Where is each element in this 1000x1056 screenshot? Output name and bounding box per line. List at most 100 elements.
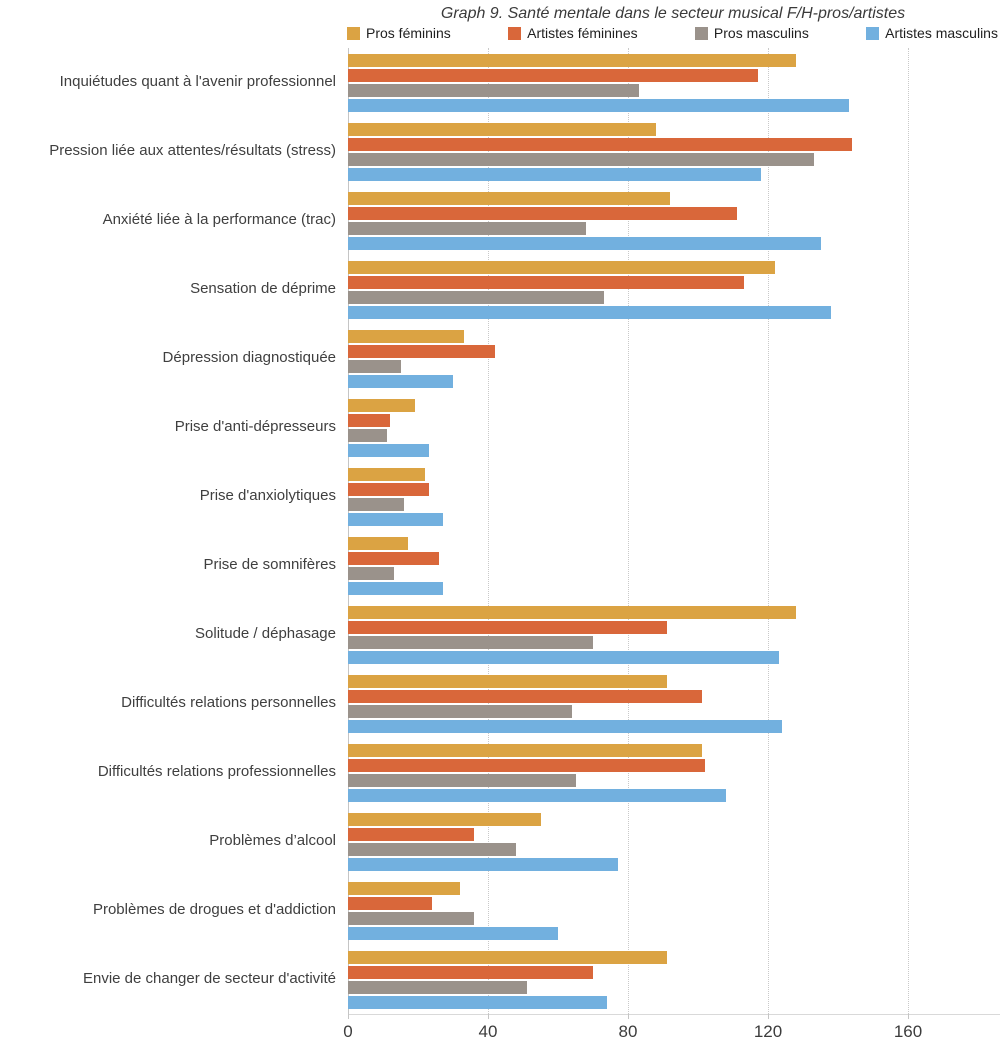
bar	[348, 329, 464, 343]
x-tick-label: 40	[478, 1022, 498, 1041]
bar	[348, 620, 667, 634]
bar	[348, 689, 702, 703]
bar-group	[348, 807, 1000, 876]
bar	[348, 842, 516, 856]
bar	[348, 467, 425, 481]
legend-label: Artistes masculins	[885, 25, 998, 41]
category-row: Pression liée aux attentes/résultats (st…	[0, 117, 1000, 186]
gridline	[908, 48, 909, 1014]
bar	[348, 359, 401, 373]
bar	[348, 926, 558, 940]
bar	[348, 812, 541, 826]
legend-label: Artistes féminines	[527, 25, 638, 41]
bar-group	[348, 738, 1000, 807]
category-label: Sensation de déprime	[190, 280, 336, 298]
bar	[348, 206, 737, 220]
category-row: Problèmes d’alcool	[0, 807, 1000, 876]
x-tick-label: 120	[753, 1022, 783, 1041]
category-row: Prise d'anxiolytiques	[0, 462, 1000, 531]
category-row: Envie de changer de secteur d'activité	[0, 945, 1000, 1014]
bar	[348, 704, 572, 718]
category-label: Inquiétudes quant à l'avenir professionn…	[59, 73, 336, 91]
bar-group	[348, 876, 1000, 945]
legend-item: Artistes masculins	[866, 25, 998, 41]
x-tick	[628, 1014, 629, 1019]
bar	[348, 674, 667, 688]
bar-group	[348, 393, 1000, 462]
bar	[348, 512, 443, 526]
category-row: Problèmes de drogues et d'addiction	[0, 876, 1000, 945]
category-row: Difficultés relations professionnelles	[0, 738, 1000, 807]
bar-group	[348, 531, 1000, 600]
category-row: Difficultés relations personnelles	[0, 669, 1000, 738]
bar	[348, 881, 460, 895]
category-row: Anxiété liée à la performance (trac)	[0, 186, 1000, 255]
gridlines	[348, 48, 1000, 1014]
bar-group	[348, 117, 1000, 186]
legend-label: Pros masculins	[713, 25, 809, 41]
bar	[348, 191, 670, 205]
plot-area: Inquiétudes quant à l'avenir professionn…	[0, 48, 1000, 1014]
category-row: Prise de somnifères	[0, 531, 1000, 600]
category-row: Sensation de déprime	[0, 255, 1000, 324]
bar	[348, 581, 443, 595]
bar	[348, 566, 394, 580]
x-tick-label: 160	[893, 1022, 923, 1041]
category-label: Problèmes d’alcool	[209, 832, 336, 850]
bar	[348, 305, 831, 319]
category-label: Difficultés relations professionnelles	[97, 763, 336, 781]
bar	[348, 344, 495, 358]
bar	[348, 443, 429, 457]
bar	[348, 167, 761, 181]
x-tick-label: 80	[618, 1022, 638, 1041]
x-tick	[908, 1014, 909, 1019]
bar	[348, 773, 576, 787]
x-tick	[348, 1014, 349, 1019]
category-label: Anxiété liée à la performance (trac)	[102, 211, 336, 229]
bar	[348, 275, 744, 289]
y-axis-line	[348, 48, 349, 1014]
gridline	[628, 48, 629, 1014]
bar	[348, 857, 618, 871]
gridline	[488, 48, 489, 1014]
bar	[348, 758, 705, 772]
category-label: Difficultés relations personnelles	[121, 694, 336, 712]
bar	[348, 83, 639, 97]
bar	[348, 137, 852, 151]
legend-swatch	[347, 26, 360, 40]
bar	[348, 68, 758, 82]
bar-group	[348, 48, 1000, 117]
category-label: Solitude / déphasage	[195, 625, 336, 643]
bar-group	[348, 324, 1000, 393]
bar	[348, 896, 432, 910]
bar	[348, 98, 849, 112]
bar-group	[348, 945, 1000, 1014]
legend-item: Artistes féminines	[508, 25, 638, 41]
category-label: Dépression diagnostiquée	[162, 349, 336, 367]
x-tick	[768, 1014, 769, 1019]
bar	[348, 53, 796, 67]
bar	[348, 911, 474, 925]
category-label: Problèmes de drogues et d'addiction	[92, 901, 336, 919]
chart-legend: Pros féminins Artistes féminines Pros masc…	[347, 25, 998, 41]
category-row: Inquiétudes quant à l'avenir professionn…	[0, 48, 1000, 117]
category-label: Prise d'anti-dépresseurs	[174, 418, 336, 436]
bar-group	[348, 186, 1000, 255]
x-tick	[488, 1014, 489, 1019]
bar	[348, 221, 586, 235]
bar	[348, 635, 593, 649]
chart-title: Graph 9. Santé mentale dans le secteur m…	[440, 5, 906, 22]
category-row: Prise d'anti-dépresseurs	[0, 393, 1000, 462]
bar	[348, 398, 415, 412]
bar-group	[348, 600, 1000, 669]
legend-item: Pros masculins	[694, 25, 809, 41]
legend-label: Pros féminins	[366, 25, 451, 41]
legend-swatch	[694, 26, 708, 40]
bar	[348, 236, 821, 250]
legend-item: Pros féminins	[347, 25, 451, 41]
bar	[348, 152, 814, 166]
category-label: Prise d'anxiolytiques	[199, 487, 336, 505]
category-row: Dépression diagnostiquée	[0, 324, 1000, 393]
bar	[348, 743, 702, 757]
bar	[348, 374, 453, 388]
